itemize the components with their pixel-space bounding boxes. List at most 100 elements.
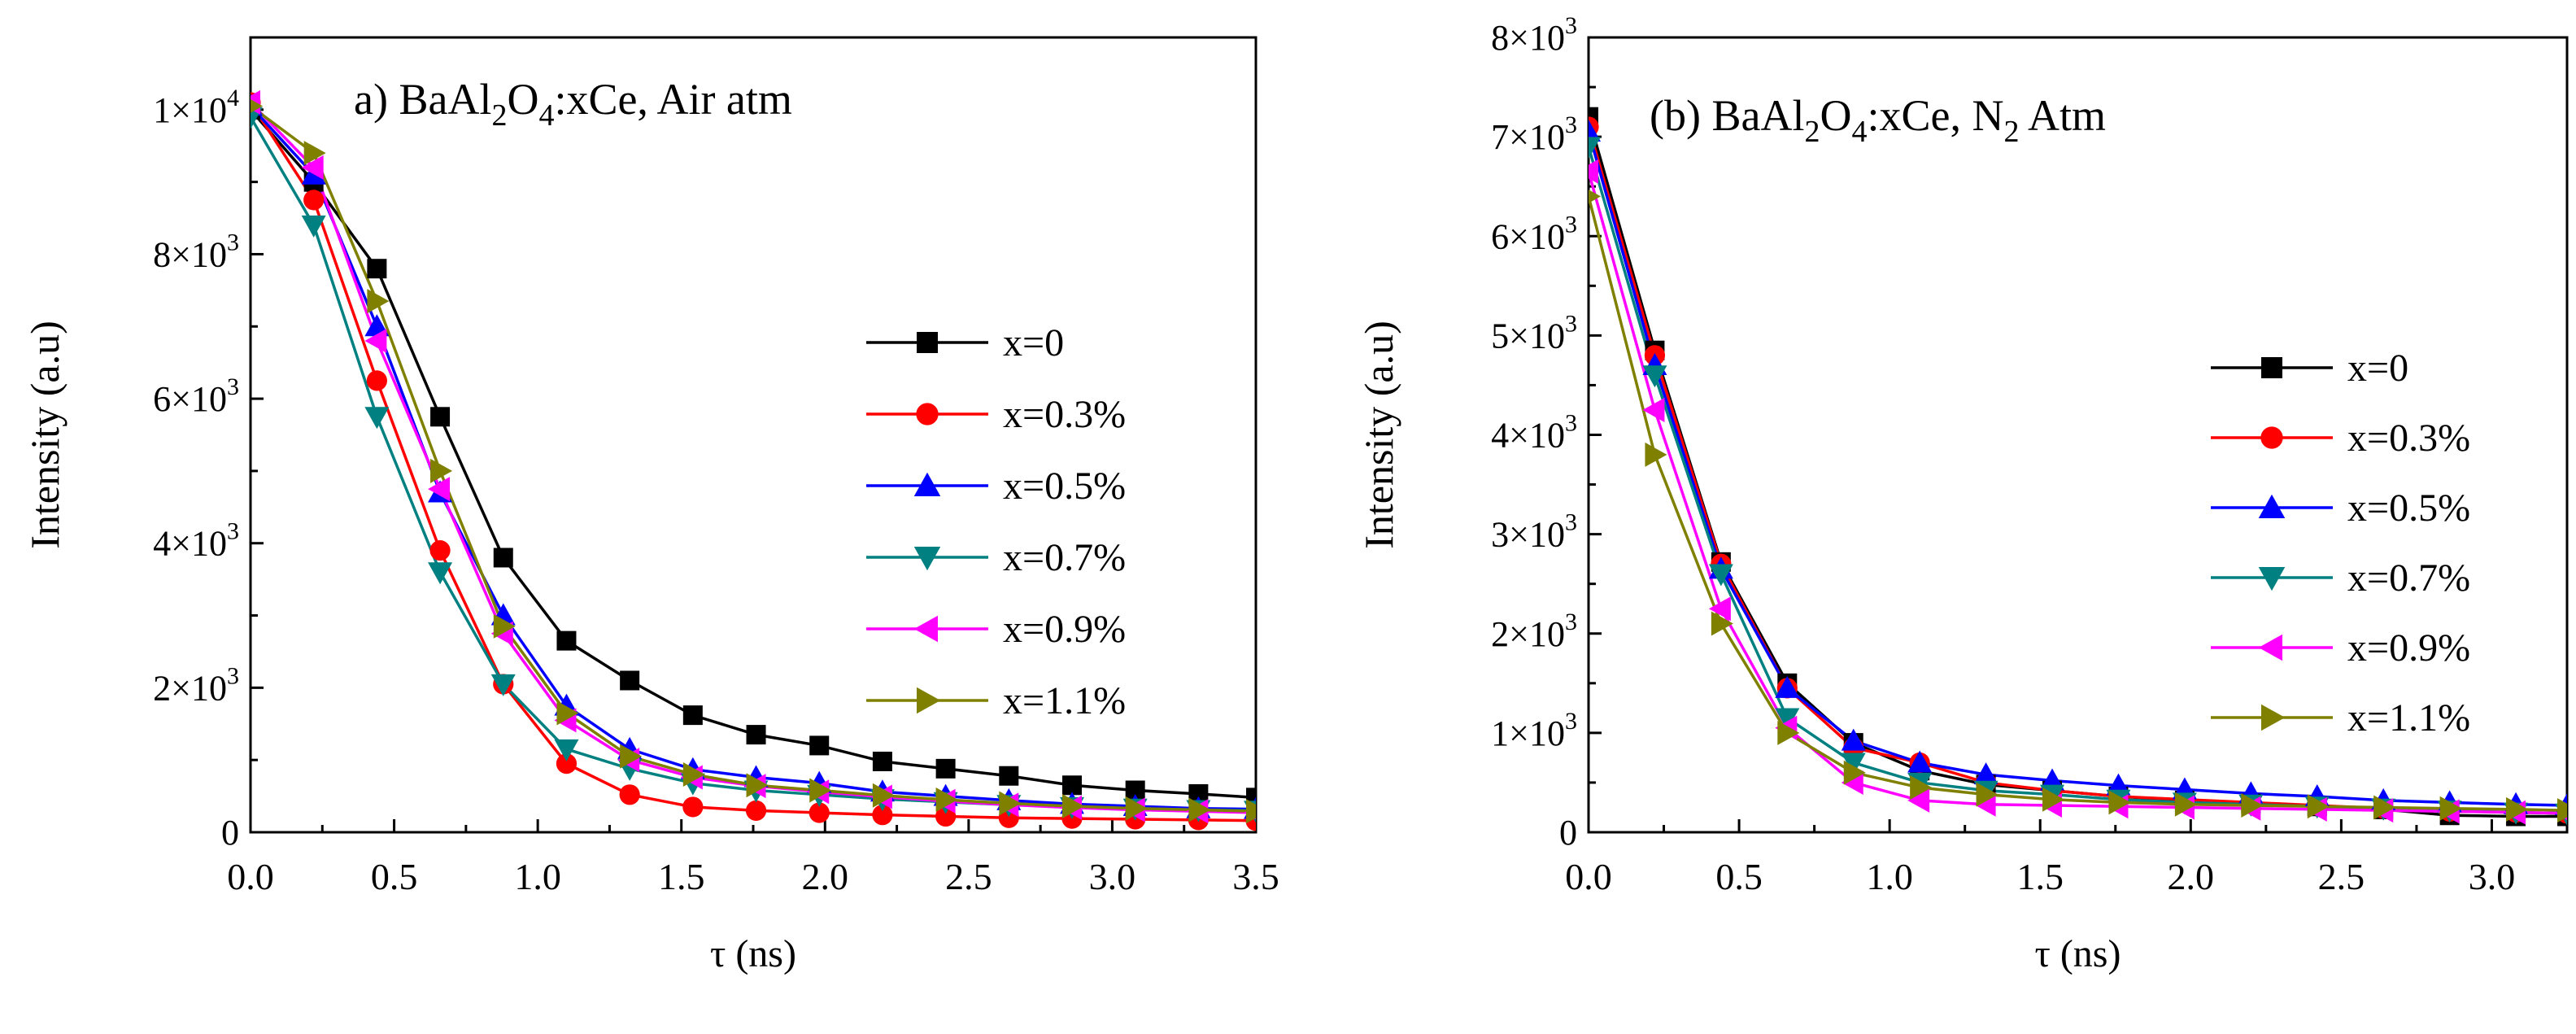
y-tick-label: 1×103 (1491, 708, 1577, 753)
legend-label: x=0.9% (2347, 626, 2470, 670)
data-point-x=0.7% (1708, 564, 1733, 587)
data-point-x=1.1% (809, 778, 832, 803)
data-point-x=0 (556, 630, 577, 651)
data-point-x=0.9% (1642, 397, 1665, 422)
data-point-x=0 (367, 259, 387, 279)
data-point-x=1.1% (2108, 790, 2131, 815)
data-point-x=0.3% (303, 190, 325, 211)
data-point-x=0.9% (1589, 159, 1598, 184)
chart-air-atmosphere: 0.0 0.5 1.0 1.5 2.0 2.5 3.0 3.5 0 2×103 4×103 6×103… (22, 36, 1279, 975)
x-tick-label: 1.0 (1866, 856, 1913, 897)
data-point-x=0.3% (682, 796, 704, 818)
legend-marker (917, 332, 938, 353)
x-tick-label: 2.0 (802, 856, 849, 897)
data-point-x=1.1% (493, 613, 516, 639)
data-point-x=0.5% (1841, 728, 1866, 751)
legend-marker (2260, 426, 2283, 449)
data-point-x=0.3% (872, 805, 893, 826)
legend: x=0 x=0.3% x=0.5% x=0.7% x=0.9% x=1.1% (866, 321, 1126, 722)
y-tick-label: 2×103 (153, 662, 239, 708)
data-point-x=1.1% (1645, 442, 1667, 467)
x-tick-label: 3.5 (1232, 856, 1279, 897)
legend-label: x=0.7% (1003, 536, 1126, 579)
data-point-x=0.9% (364, 329, 387, 354)
data-point-x=0.7% (301, 215, 326, 238)
data-point-x=0.7% (1775, 708, 1800, 731)
data-point-x=0 (872, 751, 892, 771)
data-point-x=0.9% (1907, 787, 1930, 813)
data-point-x=0.5% (1973, 762, 1998, 785)
y-tick-label: 4×103 (153, 518, 239, 564)
data-point-x=1.1% (1777, 720, 1800, 745)
data-point-x=0.7% (1841, 753, 1866, 775)
data-point-x=0 (493, 548, 513, 568)
series-group (251, 89, 1256, 831)
y-tick-label: 6×103 (153, 373, 239, 419)
legend-marker (2258, 634, 2282, 661)
data-point-x=1.1% (1125, 796, 1148, 821)
x-tick-label: 3.0 (2469, 856, 2516, 897)
data-point-x=0.5% (1589, 120, 1601, 142)
data-point-x=1.1% (1711, 611, 1733, 636)
legend-marker (916, 403, 939, 425)
data-point-x=0.5% (364, 314, 390, 337)
y-tick-label: 2×103 (1491, 609, 1577, 654)
data-point-x=1.1% (872, 783, 895, 808)
data-point-x=1.1% (746, 773, 769, 798)
y-tick-label: 3×103 (1491, 509, 1577, 555)
legend-label: x=0 (1003, 321, 1064, 364)
data-point-x=1.1% (682, 761, 705, 787)
x-tick-label: 2.0 (2168, 856, 2215, 897)
y-tick-label: 6×103 (1491, 211, 1577, 256)
data-point-x=1.1% (2174, 792, 2197, 817)
data-point-x=1.1% (2373, 795, 2396, 820)
x-axis-label: τ (ns) (2035, 932, 2121, 975)
legend-marker (2261, 704, 2286, 731)
data-point-x=0.3% (745, 800, 767, 821)
data-point-x=0.7% (1589, 137, 1601, 159)
x-tick-label: 2.5 (2318, 856, 2365, 897)
data-point-x=0 (430, 407, 451, 427)
y-tick-label: 0 (1559, 813, 1577, 853)
y-tick-label: 5×103 (1491, 310, 1577, 356)
legend-marker (913, 615, 938, 643)
series-group (1589, 107, 2567, 827)
y-axis-label: Intensity (a.u) (22, 321, 68, 548)
data-point-x=0 (935, 758, 956, 779)
x-tick-label: 0.5 (371, 856, 418, 897)
data-point-x=1.1% (2241, 793, 2264, 818)
data-point-x=1.1% (1910, 775, 1933, 801)
data-point-x=0.9% (1708, 596, 1731, 622)
y-tick-label: 1×104 (153, 85, 239, 130)
data-point-x=1.1% (303, 141, 326, 166)
data-point-x=1.1% (2439, 796, 2462, 821)
data-point-x=0.7% (364, 407, 390, 430)
data-point-x=1.1% (2307, 794, 2330, 819)
data-point-x=0.7% (554, 739, 579, 761)
series-line-x=0.9% (1589, 171, 2567, 815)
x-tick-label: 1.0 (514, 856, 561, 897)
legend-marker (913, 472, 941, 496)
x-tick-label: 2.5 (945, 856, 992, 897)
data-point-x=0.7% (1642, 365, 1667, 388)
data-point-x=0.9% (301, 155, 324, 180)
data-point-x=0.3% (809, 802, 830, 823)
data-point-x=0.9% (428, 477, 451, 502)
legend-marker (2261, 357, 2282, 378)
data-point-x=1.1% (367, 289, 390, 314)
data-point-x=1.1% (1188, 797, 1211, 822)
legend-label: x=0.3% (2347, 417, 2470, 460)
legend-label: x=0.3% (1003, 393, 1126, 436)
legend-marker (913, 547, 941, 571)
data-point-x=1.1% (1976, 782, 1998, 807)
y-tick-label: 0 (221, 813, 239, 853)
data-point-x=0 (620, 670, 640, 691)
legend-label: x=1.1% (1003, 679, 1126, 722)
data-point-x=0.3% (556, 753, 578, 774)
data-point-x=1.1% (935, 787, 958, 813)
data-point-x=1.1% (999, 791, 1022, 816)
data-point-x=1.1% (2042, 787, 2065, 812)
data-point-x=0.7% (428, 562, 453, 585)
series-line-x=1.1% (1589, 195, 2567, 812)
